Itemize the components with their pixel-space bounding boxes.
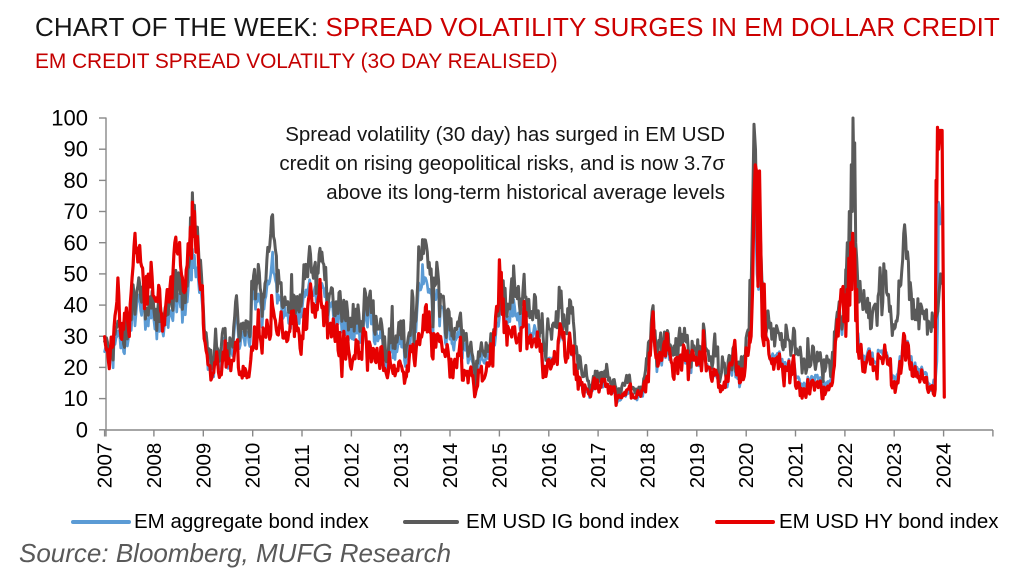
- svg-text:60: 60: [64, 230, 88, 255]
- svg-text:100: 100: [51, 106, 88, 131]
- svg-text:2019: 2019: [686, 443, 709, 489]
- svg-text:50: 50: [64, 261, 88, 286]
- svg-text:2016: 2016: [538, 443, 561, 489]
- svg-text:0: 0: [76, 417, 88, 442]
- svg-text:10: 10: [64, 386, 88, 411]
- svg-text:2010: 2010: [242, 443, 265, 489]
- svg-text:2009: 2009: [192, 443, 215, 489]
- svg-text:2008: 2008: [143, 443, 166, 489]
- svg-text:40: 40: [64, 293, 88, 318]
- svg-text:70: 70: [64, 199, 88, 224]
- svg-text:2007: 2007: [94, 443, 117, 489]
- svg-text:20: 20: [64, 355, 88, 380]
- svg-text:2014: 2014: [439, 443, 462, 489]
- svg-text:2018: 2018: [637, 443, 660, 489]
- svg-text:2023: 2023: [883, 443, 906, 489]
- svg-text:30: 30: [64, 324, 88, 349]
- svg-text:2011: 2011: [291, 444, 314, 488]
- svg-text:2021: 2021: [785, 443, 808, 489]
- svg-text:2022: 2022: [834, 443, 857, 489]
- svg-text:80: 80: [64, 168, 88, 193]
- svg-text:2015: 2015: [488, 443, 511, 489]
- svg-text:2024: 2024: [933, 443, 956, 489]
- svg-text:90: 90: [64, 137, 88, 162]
- svg-text:2012: 2012: [340, 443, 363, 489]
- svg-text:2017: 2017: [587, 443, 610, 489]
- svg-text:2020: 2020: [735, 443, 758, 489]
- svg-text:2013: 2013: [390, 443, 413, 489]
